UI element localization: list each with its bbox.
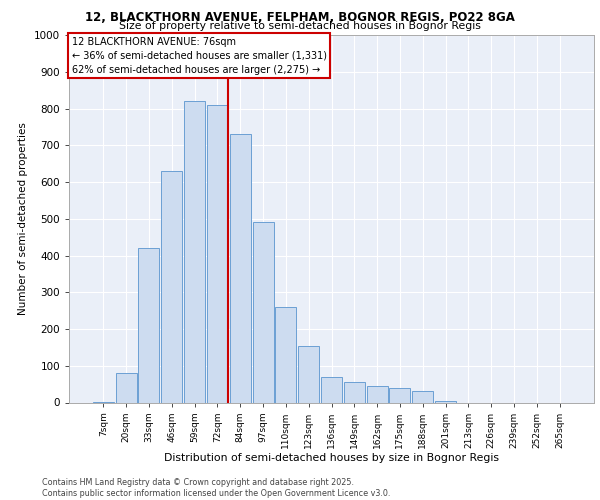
Bar	[389, 388, 410, 402]
Y-axis label: Number of semi-detached properties: Number of semi-detached properties	[18, 122, 28, 315]
Text: 12 BLACKTHORN AVENUE: 76sqm
← 36% of semi-detached houses are smaller (1,331)
62: 12 BLACKTHORN AVENUE: 76sqm ← 36% of sem…	[71, 37, 326, 75]
Text: Contains HM Land Registry data © Crown copyright and database right 2025.
Contai: Contains HM Land Registry data © Crown c…	[42, 478, 391, 498]
Text: Size of property relative to semi-detached houses in Bognor Regis: Size of property relative to semi-detach…	[119, 21, 481, 31]
Bar	[412, 392, 433, 402]
Bar	[298, 346, 319, 403]
Bar	[116, 373, 137, 402]
Bar	[435, 400, 456, 402]
Bar	[230, 134, 251, 402]
Bar	[253, 222, 274, 402]
X-axis label: Distribution of semi-detached houses by size in Bognor Regis: Distribution of semi-detached houses by …	[164, 454, 499, 464]
Bar	[184, 101, 205, 402]
Text: 12, BLACKTHORN AVENUE, FELPHAM, BOGNOR REGIS, PO22 8GA: 12, BLACKTHORN AVENUE, FELPHAM, BOGNOR R…	[85, 11, 515, 24]
Bar	[139, 248, 160, 402]
Bar	[321, 377, 342, 402]
Bar	[367, 386, 388, 402]
Bar	[207, 105, 228, 403]
Bar	[344, 382, 365, 402]
Bar	[161, 171, 182, 402]
Bar	[275, 307, 296, 402]
